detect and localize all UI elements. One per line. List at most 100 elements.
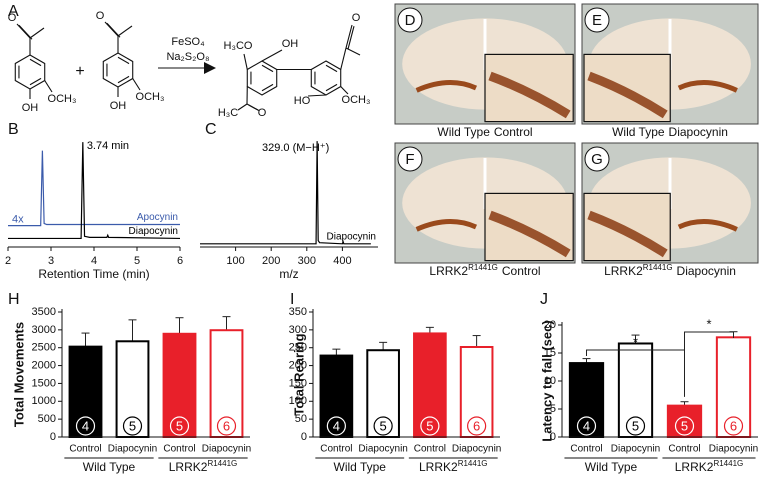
n-label: 4	[583, 418, 590, 433]
inset-stain	[488, 210, 571, 258]
double-bond	[325, 64, 338, 73]
x-tick-label: Diapocynin	[611, 444, 660, 455]
inset-stain	[587, 210, 668, 258]
trace	[8, 142, 181, 240]
bond	[44, 80, 53, 93]
double-bond	[325, 83, 338, 92]
atom-label: OH	[282, 38, 299, 50]
double-bond	[117, 56, 130, 65]
x-tick-label: Diapocynin	[452, 444, 501, 455]
y-axis-label: Total Movements	[11, 322, 26, 427]
group-name: Wild Type	[334, 460, 387, 474]
group-label: Wild Type	[83, 460, 136, 474]
bond	[104, 21, 119, 37]
caption-genotype: Wild Type	[437, 125, 490, 139]
x-axis-label: m/z	[279, 267, 298, 281]
x-tick-label: 2	[5, 255, 11, 267]
n-badge	[723, 416, 744, 436]
x-tick-label: 6	[177, 255, 183, 267]
atom-label: HO	[294, 95, 311, 107]
panel-label: E	[592, 12, 602, 29]
atom-label: H₃CO	[224, 40, 253, 52]
n-label: 5	[176, 418, 183, 433]
x-tick-label: Control	[320, 444, 352, 455]
atom-label: OCH₃	[48, 93, 77, 105]
panel-badge	[584, 7, 610, 33]
caption-superscript: R1441G	[643, 263, 673, 272]
bond	[248, 104, 260, 112]
n-badge	[216, 416, 237, 436]
x-tick-label: Control	[668, 444, 700, 455]
n-badge	[122, 416, 143, 436]
n-label: 4	[82, 418, 89, 433]
reagent: FeSO₄	[171, 36, 205, 48]
legend-label: Diapocynin	[129, 226, 178, 237]
x-tick-label: 5	[134, 255, 140, 267]
panel-label: J	[540, 291, 548, 308]
panel-badge	[397, 146, 423, 172]
x-axis-label: Retention Time (min)	[38, 267, 149, 281]
x-tick-label: Control	[69, 444, 101, 455]
micrograph: G LRRK2R1441G Diapocynin	[581, 142, 759, 278]
group-superscript: R1441G	[713, 459, 743, 468]
y-tick-label: 50	[295, 413, 307, 425]
n-badge	[326, 416, 346, 436]
group-label: Wild Type	[334, 460, 387, 474]
double-bond	[261, 83, 274, 92]
micrograph: E Wild Type Diapocynin	[581, 3, 759, 139]
group-name: LRRK2	[419, 460, 458, 474]
n-badge	[169, 416, 190, 436]
panel-label: B	[8, 121, 19, 138]
bond	[243, 53, 248, 70]
y-tick-label: 500	[38, 413, 56, 425]
panel-badge	[584, 146, 610, 172]
n-badge	[373, 416, 393, 436]
double-bond	[29, 77, 42, 86]
atom-label: O	[96, 10, 105, 22]
significance-mark: *	[706, 316, 711, 331]
atom-label: H₃C	[218, 107, 238, 119]
group-name: Wild Type	[83, 460, 136, 474]
micrograph: F LRRK2R1441G Control	[394, 142, 576, 278]
annotation: 3.74 min	[87, 140, 129, 152]
x-tick-label: Diapocynin	[202, 444, 251, 455]
y-tick-label: 2500	[32, 342, 56, 354]
y-tick-label: 3500	[32, 306, 56, 318]
double-bond	[29, 58, 42, 67]
atom-label: O	[352, 12, 361, 24]
double-bond	[117, 75, 130, 84]
plus-sign: +	[75, 63, 84, 80]
group-label: LRRK2R1441G	[419, 459, 487, 475]
panel-label: A	[8, 3, 19, 20]
panel-label: I	[290, 291, 294, 308]
x-tick-label: 3	[48, 255, 54, 267]
n-badge	[674, 416, 695, 436]
n-badge	[625, 416, 646, 436]
n-label: 5	[632, 418, 639, 433]
caption: Wild Type Diapocynin	[612, 125, 728, 139]
x-tick-label: 200	[262, 255, 280, 267]
group-label: LRRK2R1441G	[675, 459, 743, 475]
panel-label: G	[591, 151, 603, 168]
caption-superscript: R1441G	[468, 263, 498, 272]
caption-genotype: LRRK2	[429, 264, 468, 278]
panel-label: C	[205, 121, 217, 138]
y-tick-label: 5	[550, 403, 556, 415]
n-badge	[75, 416, 96, 436]
annotation: 329.0 (M−H⁺)	[262, 142, 329, 154]
inset-stain	[488, 71, 571, 119]
n-label: 5	[129, 418, 136, 433]
n-label: 6	[473, 418, 480, 433]
group-label: Wild Type	[585, 460, 638, 474]
n-label: 6	[223, 418, 230, 433]
legend-label: Diapocynin	[327, 231, 376, 242]
x-tick-label: Diapocynin	[358, 444, 407, 455]
y-tick-label: 10	[544, 375, 556, 387]
caption-genotype: LRRK2	[604, 264, 643, 278]
reagent: Na₂S₂O₈	[166, 51, 209, 63]
group-name: LRRK2	[675, 460, 714, 474]
x-tick-label: 4	[91, 255, 97, 267]
bond	[347, 26, 355, 50]
y-tick-label: 150	[289, 377, 307, 389]
significance-mark: *	[633, 334, 638, 349]
